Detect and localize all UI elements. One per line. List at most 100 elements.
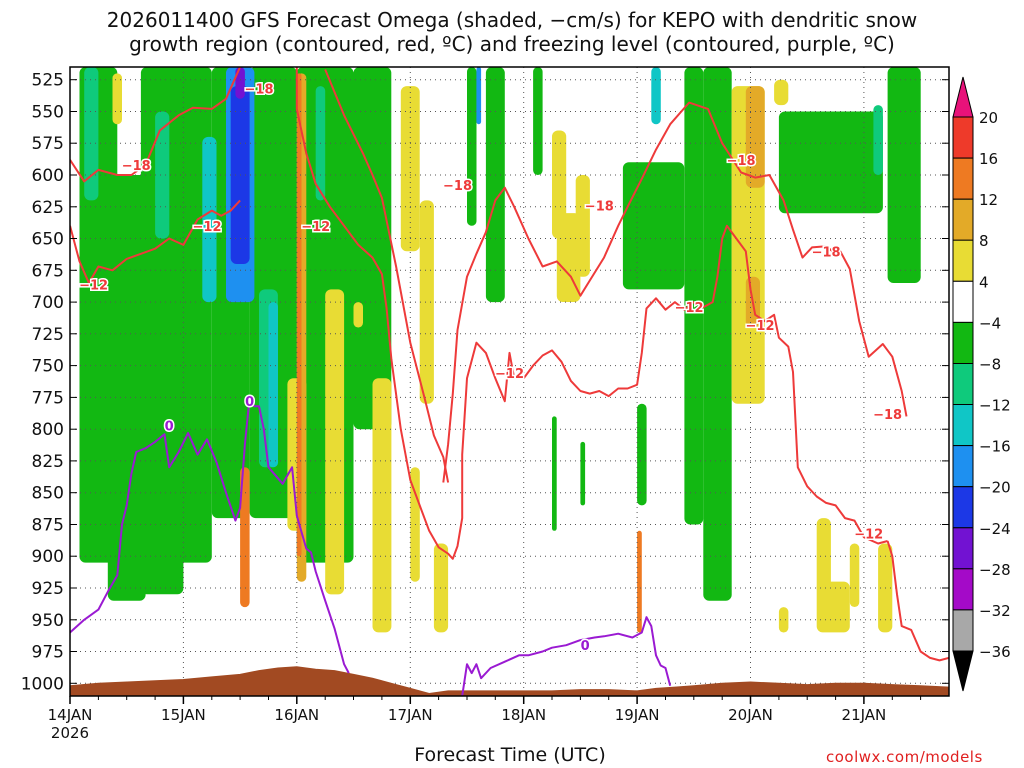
y-tick-label-625: 625 xyxy=(32,198,64,218)
y-tick-label-750: 750 xyxy=(32,357,64,377)
omega-cell-52 xyxy=(745,86,765,188)
omega-cell-15 xyxy=(778,111,883,214)
contour-line-3-1 xyxy=(70,396,350,674)
colorbar-label-11: −24 xyxy=(979,520,1011,538)
contour-label-4: −12 xyxy=(301,220,330,235)
omega-cell-2 xyxy=(107,175,146,601)
y-tick-label-700: 700 xyxy=(32,293,64,313)
y-tick-label-725: 725 xyxy=(32,325,64,345)
omega-cell-43 xyxy=(575,175,590,277)
contour-line-1-1 xyxy=(70,67,242,183)
chart-title-line-1: 2026011400 GFS Forecast Omega (shaded, −… xyxy=(106,8,918,32)
omega-cell-48 xyxy=(849,543,860,607)
omega-cell-8 xyxy=(353,67,392,430)
y-tick-label-825: 825 xyxy=(32,452,64,472)
contour-label-6: −18 xyxy=(443,179,472,194)
x-axis-label: Forecast Time (UTC) xyxy=(414,744,606,766)
omega-cell-18 xyxy=(552,416,557,531)
contour-label-14: −12 xyxy=(854,527,883,542)
omega-cell-35 xyxy=(353,302,363,328)
contour-label-15: 0 xyxy=(245,395,254,410)
omega-cell-13 xyxy=(684,67,704,525)
colorbar-label-9: −16 xyxy=(979,438,1011,456)
colorbar-segment-4 xyxy=(952,239,974,282)
y-tick-label-575: 575 xyxy=(32,134,64,154)
y-tick-label-900: 900 xyxy=(32,547,64,567)
contour-line-1-3 xyxy=(442,101,908,483)
x-tick-label-20JAN: 20JAN xyxy=(728,706,773,724)
x-tick-label-21JAN: 21JAN xyxy=(842,706,887,724)
colorbar-extend-bottom xyxy=(952,650,974,692)
colorbar-label-6: −4 xyxy=(979,314,1001,332)
contour-label-12: −12 xyxy=(675,301,704,316)
y-tick-label-800: 800 xyxy=(32,420,64,440)
colorbar-label-8: −12 xyxy=(979,397,1011,415)
y-tick-label-600: 600 xyxy=(32,166,64,186)
contour-label-10: −18 xyxy=(873,408,902,423)
y-tick-label-525: 525 xyxy=(32,71,64,91)
contour-line-2-2 xyxy=(295,67,888,560)
x-tick-label-14JAN: 14JAN xyxy=(48,706,93,724)
y-tick-label-975: 975 xyxy=(32,643,64,663)
omega-cell-27 xyxy=(651,67,661,125)
chart-title-line-2: growth region (contoured, red, ºC) and f… xyxy=(129,32,895,56)
y-tick-label-850: 850 xyxy=(32,484,64,504)
omega-cell-16 xyxy=(887,67,921,283)
colorbar-segment-9 xyxy=(952,445,974,488)
colorbar-extend-top xyxy=(952,76,974,118)
colorbar-segment-1 xyxy=(952,116,974,159)
plot-frame xyxy=(69,66,950,697)
y-tick-label-875: 875 xyxy=(32,516,64,536)
omega-cell-26 xyxy=(268,302,278,468)
contour-label-9: −18 xyxy=(812,245,841,260)
colorbar-label-2: 16 xyxy=(979,150,998,168)
contour-label-8: −18 xyxy=(727,154,756,169)
omega-cell-25 xyxy=(202,136,217,303)
colorbar-segment-8 xyxy=(952,404,974,447)
contour-label-2: −18 xyxy=(122,159,151,174)
colorbar-segment-6 xyxy=(952,321,974,364)
colorbar-label-10: −20 xyxy=(979,479,1011,497)
colorbar-segment-2 xyxy=(952,157,974,200)
omega-cell-37 xyxy=(400,86,420,252)
omega-cell-11 xyxy=(533,67,543,175)
colorbar-label-7: −8 xyxy=(979,356,1001,374)
omega-cell-46 xyxy=(816,518,831,595)
colorbar-label-1: 20 xyxy=(979,109,998,127)
x-tick-sublabel-14JAN: 2026 xyxy=(51,724,89,742)
credit-link[interactable]: coolwx.com/models xyxy=(826,748,983,766)
omega-cell-45 xyxy=(774,79,789,106)
x-tick-label-15JAN: 15JAN xyxy=(161,706,206,724)
contour-line-3-2 xyxy=(461,616,672,696)
omega-cell-34 xyxy=(325,289,345,595)
colorbar-segment-10 xyxy=(952,486,974,529)
contour-label-13: −12 xyxy=(746,319,775,334)
omega-cell-56 xyxy=(637,530,642,633)
colorbar-label-12: −28 xyxy=(979,561,1011,579)
contour-label-7: −18 xyxy=(585,200,614,215)
y-tick-label-1000: 1000 xyxy=(21,674,64,694)
y-tick-label-550: 550 xyxy=(32,103,64,123)
terrain-fill xyxy=(70,666,949,696)
omega-cell-54 xyxy=(296,73,302,557)
contour-line-1-2 xyxy=(324,69,450,483)
omega-shading xyxy=(79,67,921,633)
x-tick-label-19JAN: 19JAN xyxy=(615,706,660,724)
omega-cell-14 xyxy=(703,67,732,601)
colorbar-label-13: −32 xyxy=(979,602,1011,620)
colorbar: 20 16 12 8 4 −4 −8 −12 −16 −20 −24 −28 −32 −36 xyxy=(952,76,1011,692)
contour-labels: −18 −18 −12 −12 −12 −18 −18 −18 −18 −18 −12 −12 −12 −… xyxy=(78,81,904,656)
contour-label-17: 0 xyxy=(581,639,590,654)
omega-cell-38 xyxy=(419,200,434,404)
x-tick-label-18JAN: 18JAN xyxy=(501,706,546,724)
x-tick-label-17JAN: 17JAN xyxy=(388,706,433,724)
colorbar-segment-3 xyxy=(952,198,974,241)
contour-label-16: 0 xyxy=(165,419,174,434)
y-tick-label-775: 775 xyxy=(32,388,64,408)
y-tick-label-925: 925 xyxy=(32,579,64,599)
colorbar-label-4: 8 xyxy=(979,232,989,250)
contour-line-2-1 xyxy=(70,199,241,284)
omega-cell-55 xyxy=(240,467,250,608)
